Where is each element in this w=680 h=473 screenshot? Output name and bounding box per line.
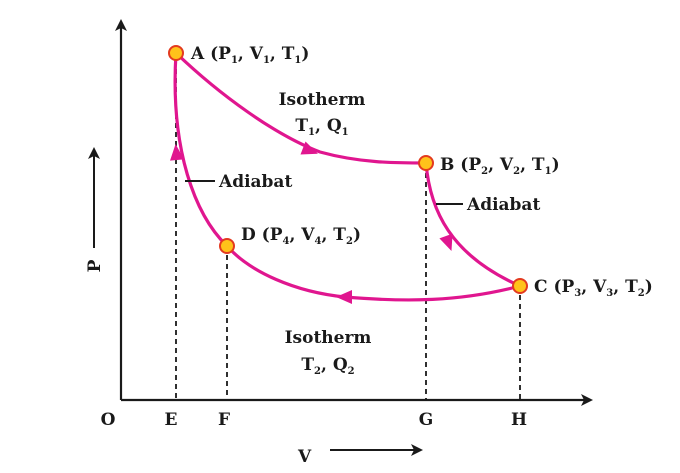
isotherm-1-title: Isotherm <box>279 90 366 110</box>
y-axis-label: P <box>85 259 105 272</box>
adiabat-2-label: Adiabat <box>466 195 540 215</box>
x-axis-label: V <box>297 447 312 467</box>
point-a-label: A (P1, V1, T1) <box>190 44 309 66</box>
tick-h-label: H <box>511 410 527 430</box>
arrow-cd-icon <box>336 290 352 304</box>
arrow-da-icon <box>170 144 184 161</box>
arrow-ab-icon <box>300 141 318 155</box>
origin-label: O <box>101 410 116 430</box>
point-c-label: C (P3, V3, T2) <box>534 277 653 299</box>
isotherm-2-title: Isotherm <box>285 328 372 348</box>
isotherm-ab-curve <box>174 51 428 165</box>
isotherm-1-params: T1, Q1 <box>295 116 348 138</box>
isotherm-2-params: T2, Q2 <box>301 355 354 377</box>
tick-f-label: F <box>218 410 230 430</box>
isotherm-cd-curve <box>225 244 522 302</box>
point-b-label: B (P2, V2, T1) <box>440 155 560 177</box>
point-a-marker <box>168 45 184 61</box>
tick-e-label: E <box>165 410 178 430</box>
point-b-marker <box>418 155 434 171</box>
adiabat-1-label: Adiabat <box>218 172 292 192</box>
point-d-marker <box>219 238 235 254</box>
adiabat-da-curve <box>173 51 229 248</box>
point-c-marker <box>512 278 528 294</box>
tick-g-label: G <box>419 410 434 430</box>
adiabat-bc-curve <box>424 161 522 288</box>
point-d-label: D (P4, V4, T2) <box>241 225 361 247</box>
arrow-bc-icon <box>439 233 453 252</box>
